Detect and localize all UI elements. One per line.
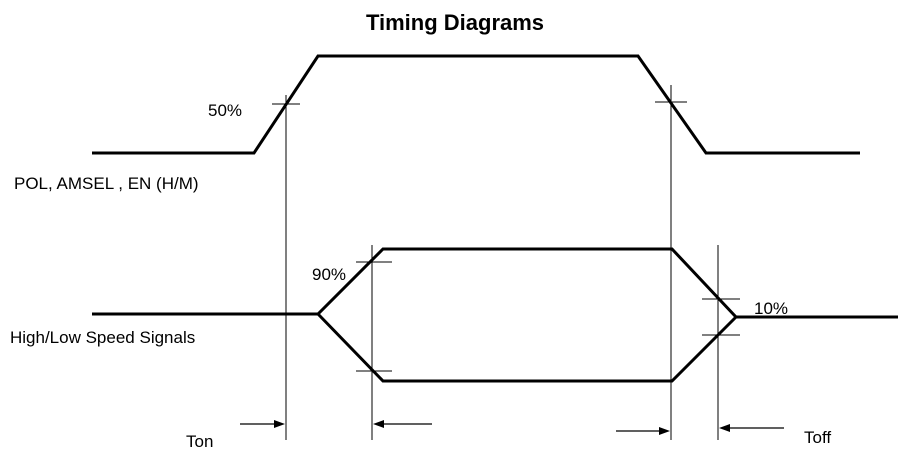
data-signal-upper-trace	[92, 247, 898, 319]
toff-arrow-right	[719, 424, 784, 432]
label-10-percent: 10%	[754, 299, 788, 318]
data-signal-lower-trace	[316, 312, 738, 383]
ton-arrow-left	[240, 420, 285, 428]
label-ton: Ton	[186, 432, 213, 451]
data-signal-waveform	[92, 247, 898, 383]
ton-arrow-right	[373, 420, 432, 428]
label-control-signal: POL, AMSEL , EN (H/M)	[14, 174, 199, 193]
label-90-percent: 90%	[312, 265, 346, 284]
diagram-title: Timing Diagrams	[366, 10, 544, 35]
label-toff: Toff	[804, 428, 831, 447]
label-data-signal: High/Low Speed Signals	[10, 328, 195, 347]
label-50-percent: 50%	[208, 101, 242, 120]
control-signal-waveform	[92, 54, 860, 155]
toff-arrow-left	[616, 427, 670, 435]
